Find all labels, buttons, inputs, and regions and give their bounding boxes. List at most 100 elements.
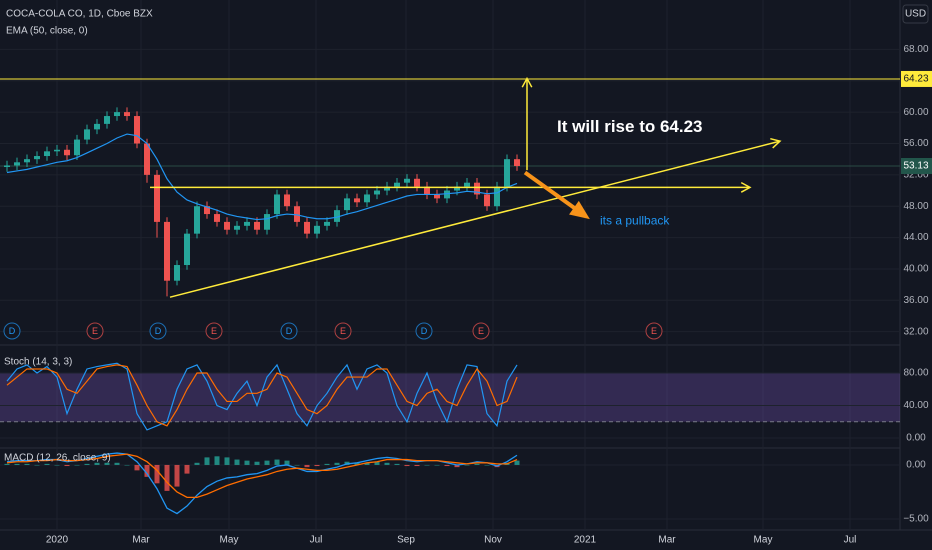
arrow-head — [569, 200, 590, 220]
candle-body — [194, 206, 200, 234]
event-label: D — [155, 326, 162, 336]
histogram-bar — [24, 463, 30, 465]
candle-body — [484, 194, 490, 207]
histogram-bar — [84, 463, 90, 465]
histogram-bar — [374, 461, 380, 465]
histogram-bar — [414, 464, 420, 467]
histogram-bar — [94, 462, 100, 465]
candle-body — [324, 221, 330, 226]
candle-body — [144, 143, 150, 175]
arrow-head — [740, 181, 752, 193]
event-marker — [3, 322, 21, 340]
y-tick-label: 32.00 — [903, 326, 928, 337]
histogram-bar — [354, 462, 360, 465]
line-series — [6, 453, 518, 499]
candle-body — [204, 206, 210, 215]
histogram-bar — [194, 462, 200, 465]
histogram-bar — [44, 463, 50, 465]
event-marker — [645, 322, 663, 340]
line-series — [6, 133, 518, 221]
histogram-bar — [134, 464, 140, 471]
event-label: E — [651, 326, 657, 336]
line-series — [6, 364, 518, 427]
histogram-bar — [314, 464, 320, 467]
level-box — [901, 70, 932, 87]
x-tick-label: 2020 — [46, 535, 69, 546]
y-tick-label: 80.00 — [903, 368, 928, 379]
candle-body — [44, 151, 50, 157]
chart-title: COCA-COLA CO, 1D, Cboe BZX — [6, 9, 153, 20]
histogram-bar — [264, 460, 270, 465]
histogram-bar — [304, 464, 310, 468]
candle-body — [24, 159, 30, 163]
last-price-box — [901, 157, 932, 174]
event-marker — [472, 322, 490, 340]
candle-body — [104, 116, 110, 124]
histogram-bar — [204, 457, 210, 465]
currency-box — [902, 4, 929, 24]
x-tick-label: May — [754, 535, 773, 546]
candle-body — [54, 149, 60, 152]
candle-body — [134, 116, 140, 144]
histogram-bar — [454, 464, 460, 468]
histogram-bar — [484, 464, 490, 466]
histogram-bar — [154, 464, 160, 484]
candle-body — [394, 182, 400, 187]
candle-body — [384, 186, 390, 191]
histogram-bar — [124, 464, 130, 466]
histogram-bar — [234, 459, 240, 465]
candle-body — [294, 206, 300, 222]
y-tick-label: 48.00 — [903, 201, 928, 212]
histogram-bar — [434, 464, 440, 466]
candle-body — [424, 186, 430, 195]
candle-body — [474, 182, 480, 195]
arrow-head — [770, 137, 782, 149]
candle-body — [334, 210, 340, 222]
y-tick-label: 40.00 — [903, 264, 928, 275]
y-tick-label: 60.00 — [903, 107, 928, 118]
candle-body — [464, 182, 470, 187]
histogram-bar — [514, 460, 520, 465]
candle-body — [244, 221, 250, 226]
candle-body — [84, 129, 90, 140]
y-tick-label: −5.00 — [903, 514, 929, 525]
candle-body — [494, 186, 500, 207]
histogram-bar — [4, 463, 10, 465]
candle-body — [284, 194, 290, 207]
event-label: E — [478, 326, 484, 336]
histogram-bar — [404, 464, 410, 467]
histogram-bar — [224, 457, 230, 465]
histogram-bar — [334, 462, 340, 465]
x-tick-label: Mar — [132, 535, 150, 546]
candle-body — [454, 186, 460, 191]
event-label: E — [340, 326, 346, 336]
event-marker — [86, 322, 104, 340]
x-tick-label: May — [220, 535, 239, 546]
candle-body — [164, 221, 170, 281]
event-label: D — [286, 326, 293, 336]
event-marker — [280, 322, 298, 340]
y-tick-label: 40.00 — [903, 400, 928, 411]
histogram-bar — [164, 464, 170, 491]
histogram-bar — [294, 464, 300, 466]
candle-body — [214, 214, 220, 222]
histogram-bar — [254, 461, 260, 465]
annotation: its a pullback — [600, 214, 670, 228]
histogram-bar — [34, 464, 40, 466]
histogram-bar — [444, 464, 450, 467]
indicator-label: EMA (50, close, 0) — [6, 26, 88, 37]
x-tick-label: Jul — [844, 535, 857, 546]
histogram-bar — [274, 459, 280, 465]
y-tick-label: 0.00 — [906, 433, 926, 444]
candle-body — [94, 123, 100, 130]
histogram-bar — [114, 462, 120, 465]
currency: USD — [905, 9, 926, 20]
candle-body — [374, 190, 380, 195]
candle-body — [184, 233, 190, 266]
candle-body — [224, 221, 230, 230]
candle-body — [64, 149, 70, 156]
candle-body — [124, 112, 130, 117]
event-marker — [205, 322, 223, 340]
candle-body — [414, 178, 420, 187]
